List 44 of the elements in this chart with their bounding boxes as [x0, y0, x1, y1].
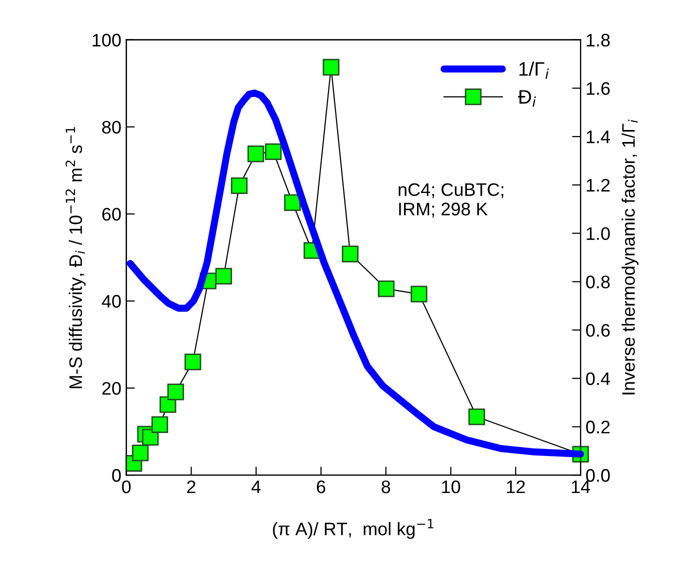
x-tick-label: 0: [122, 480, 131, 494]
y2-tick-label: 0.8: [586, 276, 610, 288]
point: [167, 384, 184, 400]
point: [247, 146, 264, 162]
y2-tick-label: 0.2: [586, 420, 610, 434]
annotation: nC4; CuBTC; IRM; 298 K: [398, 183, 504, 218]
y2-tick-label: 1.4: [586, 130, 610, 144]
y-tick-label: 60: [102, 208, 121, 221]
y2-tick-label: 0.4: [586, 372, 610, 386]
point: [342, 246, 359, 262]
point: [264, 143, 282, 160]
point: [322, 58, 340, 76]
y-axis-title: M-S diffusivity, Đ$_{i}$ / 10$^{−12}$ m$^{2}$ s$^{−1}$: [66, 127, 86, 388]
x-tick-label: 8: [382, 480, 390, 494]
point: [284, 194, 301, 211]
point: [184, 354, 202, 370]
x-tick-label: 6: [316, 480, 326, 494]
point: [230, 177, 248, 194]
x-tick-label: 2: [187, 480, 196, 494]
y2-tick-label: 0.0: [586, 469, 610, 482]
y-tick-label: 40: [102, 294, 121, 308]
x-tick-label: 10: [442, 480, 460, 494]
point: [378, 280, 395, 298]
x-tick-label: 4: [252, 480, 261, 494]
point: [151, 416, 168, 433]
y2-tick-label: 1.0: [586, 227, 610, 240]
point: [132, 444, 149, 462]
point: [410, 286, 428, 302]
x-tick-label: 14: [572, 480, 590, 494]
y-tick-label: 20: [102, 382, 121, 395]
y2-axis-title: Inverse thermodynamic factor, 1/Γ$_{i}$: [622, 120, 638, 394]
legend-label: 1/Γ$_{i}$: [519, 62, 549, 79]
x-axis-title: (π A)/ RT, mol kg$^{−1}$: [272, 519, 434, 539]
y-tick-label: 0: [112, 469, 121, 482]
legend-label: Đ$_{i}$: [518, 90, 536, 107]
y-tick-label: 80: [102, 120, 121, 134]
point: [468, 408, 486, 426]
y-tick-label: 100: [92, 34, 121, 47]
point: [215, 268, 232, 285]
y2-tick-label: 1.8: [586, 34, 610, 47]
y2-tick-label: 0.6: [586, 324, 610, 337]
y2-tick-label: 1.6: [586, 82, 610, 95]
x-tick-label: 12: [507, 480, 525, 494]
y2-tick-label: 1.2: [586, 178, 610, 192]
